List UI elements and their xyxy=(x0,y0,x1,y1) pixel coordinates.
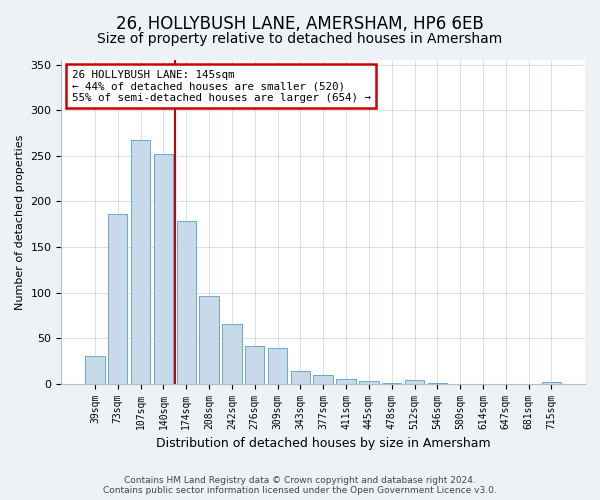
Bar xyxy=(428,383,447,384)
Bar xyxy=(176,222,196,384)
Text: Size of property relative to detached houses in Amersham: Size of property relative to detached ho… xyxy=(97,32,503,46)
Bar xyxy=(405,380,424,384)
X-axis label: Distribution of detached houses by size in Amersham: Distribution of detached houses by size … xyxy=(156,437,491,450)
Bar xyxy=(290,371,310,384)
Bar xyxy=(131,140,150,384)
Bar xyxy=(382,383,401,384)
Bar xyxy=(337,379,356,384)
Bar xyxy=(245,346,265,384)
Text: Contains HM Land Registry data © Crown copyright and database right 2024.
Contai: Contains HM Land Registry data © Crown c… xyxy=(103,476,497,495)
Bar xyxy=(222,324,242,384)
Bar xyxy=(85,356,104,384)
Bar xyxy=(542,382,561,384)
Bar xyxy=(313,374,333,384)
Text: 26 HOLLYBUSH LANE: 145sqm
← 44% of detached houses are smaller (520)
55% of semi: 26 HOLLYBUSH LANE: 145sqm ← 44% of detac… xyxy=(72,70,371,103)
Bar xyxy=(108,214,127,384)
Bar xyxy=(199,296,219,384)
Bar xyxy=(359,381,379,384)
Bar xyxy=(154,154,173,384)
Y-axis label: Number of detached properties: Number of detached properties xyxy=(15,134,25,310)
Bar xyxy=(268,348,287,384)
Text: 26, HOLLYBUSH LANE, AMERSHAM, HP6 6EB: 26, HOLLYBUSH LANE, AMERSHAM, HP6 6EB xyxy=(116,15,484,33)
